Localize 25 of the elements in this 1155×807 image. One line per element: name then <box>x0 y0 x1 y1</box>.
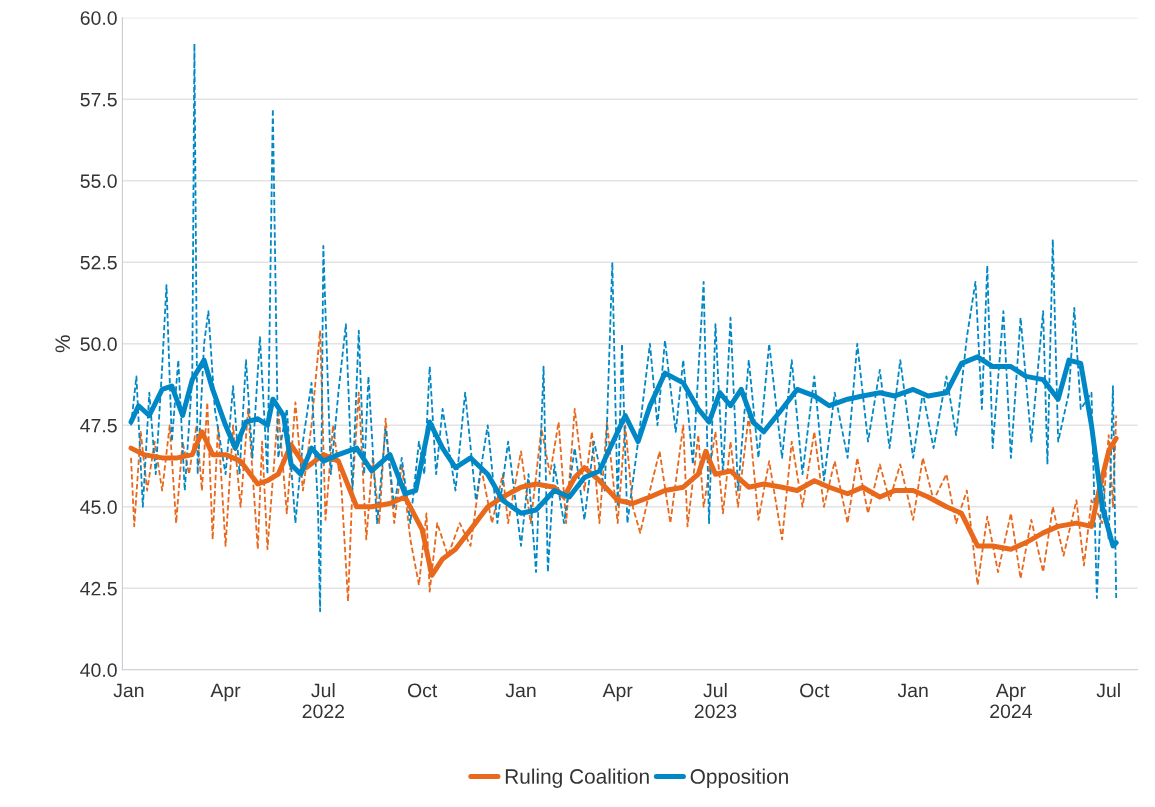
line-series <box>130 329 1118 603</box>
y-tick-label: 45.0 <box>80 500 117 515</box>
x-tick-label: Apr <box>602 683 633 702</box>
x-tick-label: Oct <box>407 683 438 698</box>
x-tick-label: Jan <box>897 683 928 698</box>
y-tick-label: 52.5 <box>80 255 117 270</box>
x-tick-label: Jan <box>505 683 536 698</box>
y-tick-label: 40.0 <box>80 663 117 678</box>
x-tick-label: Oct <box>800 683 830 698</box>
x-tick-label: Apr 2024 <box>990 683 1032 719</box>
y-tick-label: 55.0 <box>80 174 117 188</box>
x-tick-label: Jul 2022 <box>302 683 344 719</box>
x-tick-label: Jan <box>113 683 144 698</box>
line-series <box>130 42 1118 613</box>
y-tick-label: 47.5 <box>80 418 117 433</box>
y-tick-label: 42.5 <box>80 581 117 596</box>
y-tick-label: 57.5 <box>80 92 117 107</box>
y-tick-label: 50.0 <box>80 337 117 352</box>
x-tick-label: Apr <box>210 683 241 702</box>
y-tick-label: 60.0 <box>80 11 117 25</box>
legend-label: Ruling Coalition <box>505 768 649 788</box>
x-tick-label: Jul <box>1096 683 1120 698</box>
y-axis-title: % <box>55 335 70 353</box>
x-tick-label: Jul 2023 <box>694 683 737 719</box>
legend-label: Opposition <box>690 768 788 788</box>
